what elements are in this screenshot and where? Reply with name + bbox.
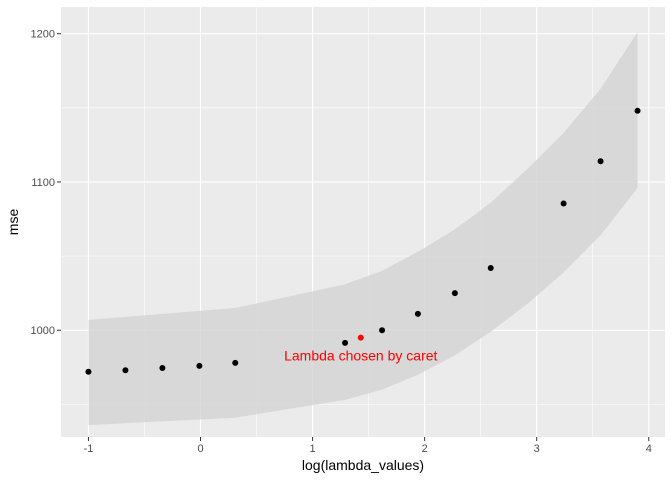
- y-axis: 1000 1100 1200: [31, 29, 61, 337]
- data-point: [232, 359, 239, 366]
- x-axis-title: log(lambda_values): [302, 457, 424, 473]
- x-tick-label: 3: [534, 443, 540, 455]
- y-axis-title: mse: [5, 209, 21, 236]
- x-axis: -1 0 1 2 3 4: [84, 437, 652, 455]
- data-point: [196, 362, 203, 369]
- y-tick-label: 1100: [31, 177, 55, 189]
- data-point: [85, 368, 92, 375]
- x-tick-label: -1: [84, 443, 94, 455]
- data-point: [597, 158, 604, 165]
- data-point: [414, 310, 421, 317]
- x-tick-label: 2: [422, 443, 428, 455]
- x-tick-label: 4: [646, 443, 652, 455]
- x-tick-label: 0: [197, 443, 203, 455]
- highlight-point: [357, 334, 364, 341]
- data-point: [159, 365, 166, 372]
- annotation-label: Lambda chosen by caret: [284, 347, 437, 363]
- points: [85, 107, 641, 375]
- data-point: [342, 339, 349, 346]
- y-tick-label: 1000: [31, 325, 55, 337]
- data-point: [379, 327, 386, 334]
- data-point: [122, 367, 129, 374]
- data-point: [487, 264, 494, 271]
- data-point: [451, 290, 458, 297]
- confidence-ribbon: [88, 32, 638, 426]
- x-tick-label: 1: [310, 443, 316, 455]
- data-point: [560, 200, 567, 207]
- y-tick-label: 1200: [31, 29, 55, 41]
- data-point: [634, 107, 641, 114]
